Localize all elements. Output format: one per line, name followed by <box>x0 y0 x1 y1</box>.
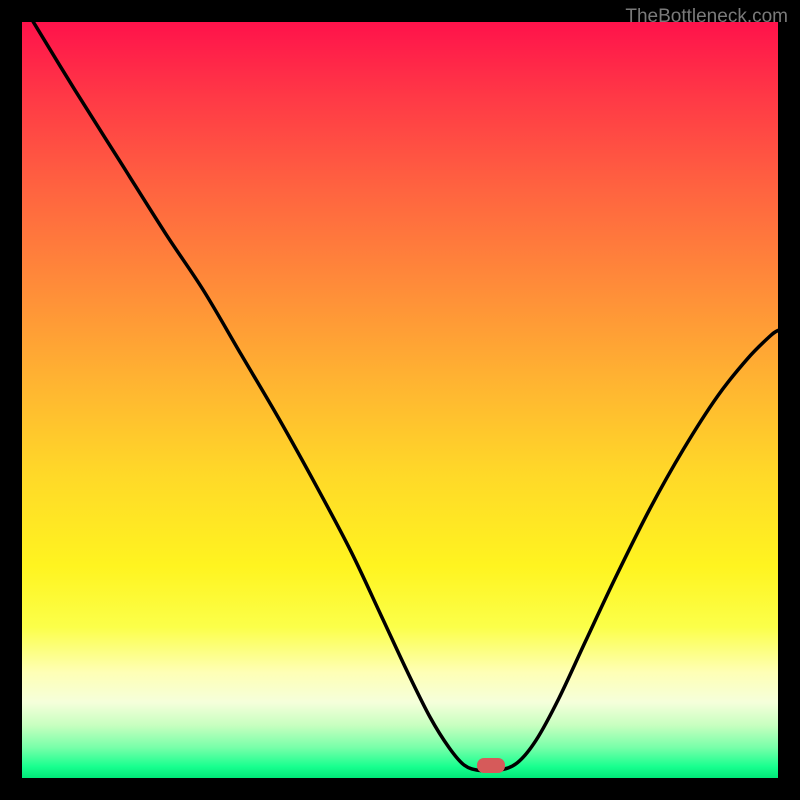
optimal-marker <box>477 758 505 773</box>
chart-curve <box>22 22 778 778</box>
plot-area <box>22 22 778 778</box>
attribution-text: TheBottleneck.com <box>625 6 788 28</box>
